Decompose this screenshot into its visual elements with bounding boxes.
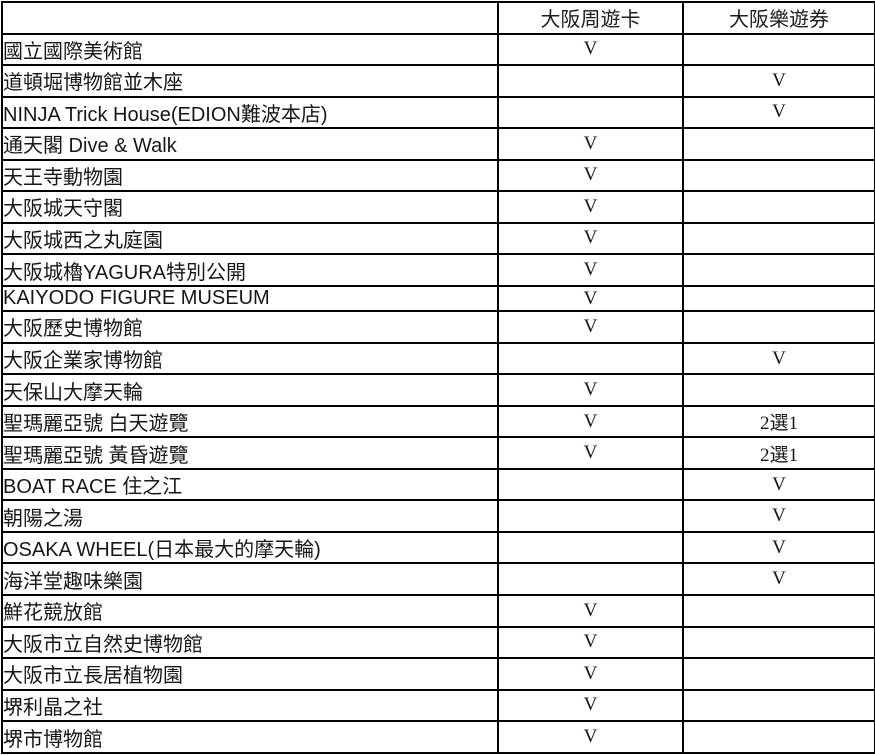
pass2-mark <box>682 284 875 313</box>
table-row: 大阪歷史博物館 V <box>1 310 875 344</box>
pass1-mark: V <box>497 127 684 161</box>
pass2-mark: V <box>682 530 875 565</box>
attraction-name: 朝陽之湯 <box>1 499 499 533</box>
table-row: 堺市博物館 V <box>1 720 875 754</box>
table-row: 聖瑪麗亞號 黃昏遊覽 V 2選1 <box>1 436 875 470</box>
pass2-mark <box>682 594 875 628</box>
pass1-mark: V <box>497 594 684 628</box>
pass2-mark <box>682 625 875 660</box>
pass2-mark <box>682 688 875 723</box>
pass1-mark <box>497 467 684 502</box>
table-row: 天保山大摩天輪 V <box>1 373 875 407</box>
table-row: 堺利晶之社 V <box>1 688 875 723</box>
attraction-name: 大阪市立長居植物園 <box>1 657 499 691</box>
pass1-mark: V <box>497 32 684 67</box>
pass2-mark: V <box>682 341 875 376</box>
table-row: 朝陽之湯 V <box>1 499 875 533</box>
col-header-attraction <box>1 1 499 35</box>
pass1-mark: V <box>497 436 684 470</box>
pass2-mark <box>682 720 875 754</box>
table-row: 通天閣 Dive & Walk V <box>1 127 875 161</box>
pass2-mark <box>682 221 875 256</box>
attraction-name: OSAKA WHEEL(日本最大的摩天輪) <box>1 530 499 565</box>
pass2-mark: V <box>682 64 875 98</box>
pass2-mark: 2選1 <box>682 404 875 439</box>
table-row: 聖瑪麗亞號 白天遊覽 V 2選1 <box>1 404 875 439</box>
pass1-mark: V <box>497 657 684 691</box>
attraction-name: 通天閣 Dive & Walk <box>1 127 499 161</box>
table-row: 海洋堂趣味樂園 V <box>1 562 875 596</box>
attraction-name: 堺利晶之社 <box>1 688 499 723</box>
pass1-mark: V <box>497 720 684 754</box>
pass2-mark <box>682 373 875 407</box>
table-row: KAIYODO FIGURE MUSEUM V <box>1 284 875 313</box>
attraction-name: 聖瑪麗亞號 白天遊覽 <box>1 404 499 439</box>
pass1-mark: V <box>497 158 684 193</box>
pass2-mark: V <box>682 95 875 130</box>
pass2-mark: 2選1 <box>682 436 875 470</box>
pass2-mark <box>682 253 875 287</box>
attraction-name: KAIYODO FIGURE MUSEUM <box>1 284 499 313</box>
pass1-mark: V <box>497 310 684 344</box>
pass1-mark <box>497 341 684 376</box>
attraction-name: 天王寺動物園 <box>1 158 499 193</box>
pass1-mark: V <box>497 373 684 407</box>
pass1-mark: V <box>497 625 684 660</box>
attraction-name: BOAT RACE 住之江 <box>1 467 499 502</box>
pass1-mark <box>497 64 684 98</box>
pass1-mark <box>497 562 684 596</box>
attraction-name: 堺市博物館 <box>1 720 499 754</box>
pass2-mark: V <box>682 467 875 502</box>
pass1-mark: V <box>497 221 684 256</box>
attraction-name: 大阪歷史博物館 <box>1 310 499 344</box>
table-row: 道頓堀博物館並木座 V <box>1 64 875 98</box>
table-row: 大阪城櫓YAGURA特別公開 V <box>1 253 875 287</box>
pass2-mark <box>682 657 875 691</box>
pass1-mark <box>497 95 684 130</box>
attraction-name: 大阪市立自然史博物館 <box>1 625 499 660</box>
col-header-osaka-e-pass: 大阪樂遊券 <box>682 1 875 35</box>
pass2-mark: V <box>682 562 875 596</box>
attraction-name: 鮮花競放館 <box>1 594 499 628</box>
table-row: 大阪市立長居植物園 V <box>1 657 875 691</box>
pass1-mark: V <box>497 284 684 313</box>
attraction-name: 大阪城櫓YAGURA特別公開 <box>1 253 499 287</box>
pass2-mark: V <box>682 499 875 533</box>
attraction-name: 大阪城西之丸庭園 <box>1 221 499 256</box>
pass2-mark <box>682 32 875 67</box>
attraction-name: 大阪城天守閣 <box>1 190 499 224</box>
pass1-mark: V <box>497 253 684 287</box>
table-row: 天王寺動物園 V <box>1 158 875 193</box>
pass1-mark: V <box>497 404 684 439</box>
attraction-name: 國立國際美術館 <box>1 32 499 67</box>
pass1-mark: V <box>497 688 684 723</box>
pass2-mark <box>682 127 875 161</box>
table-row: 大阪城天守閣 V <box>1 190 875 224</box>
header-row: 大阪周遊卡 大阪樂遊券 <box>1 1 875 35</box>
pass2-mark <box>682 190 875 224</box>
table-row: 國立國際美術館 V <box>1 32 875 67</box>
pass1-mark: V <box>497 190 684 224</box>
pass1-mark <box>497 499 684 533</box>
pass2-mark <box>682 310 875 344</box>
attraction-name: 海洋堂趣味樂園 <box>1 562 499 596</box>
attraction-name: 聖瑪麗亞號 黃昏遊覽 <box>1 436 499 470</box>
table-row: NINJA Trick House(EDION難波本店) V <box>1 95 875 130</box>
table-row: OSAKA WHEEL(日本最大的摩天輪) V <box>1 530 875 565</box>
attraction-name: NINJA Trick House(EDION難波本店) <box>1 95 499 130</box>
table-row: 大阪企業家博物館 V <box>1 341 875 376</box>
table-row: 鮮花競放館 V <box>1 594 875 628</box>
attraction-name: 道頓堀博物館並木座 <box>1 64 499 98</box>
table-row: 大阪城西之丸庭園 V <box>1 221 875 256</box>
table-row: 大阪市立自然史博物館 V <box>1 625 875 660</box>
pass1-mark <box>497 530 684 565</box>
pass2-mark <box>682 158 875 193</box>
col-header-osaka-amazing-pass: 大阪周遊卡 <box>497 1 684 35</box>
attraction-name: 大阪企業家博物館 <box>1 341 499 376</box>
attraction-name: 天保山大摩天輪 <box>1 373 499 407</box>
table-row: BOAT RACE 住之江 V <box>1 467 875 502</box>
